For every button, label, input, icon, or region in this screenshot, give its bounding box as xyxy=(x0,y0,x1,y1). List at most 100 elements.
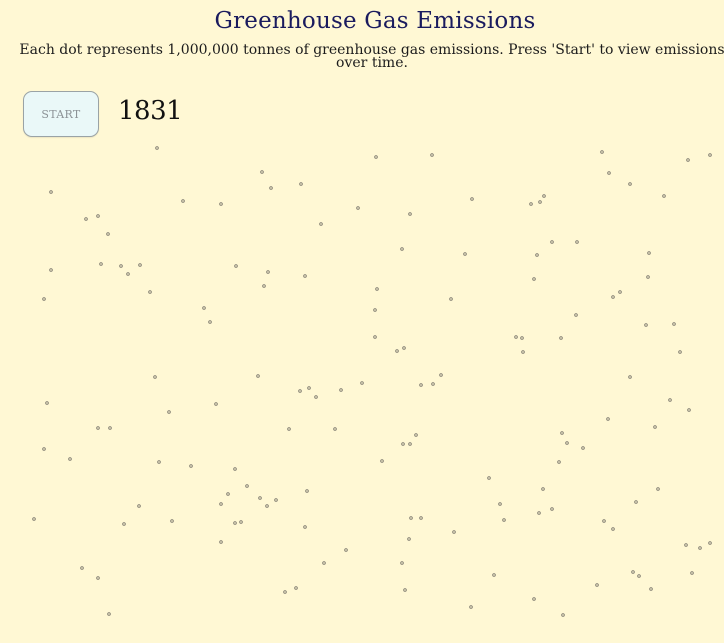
emission-dot xyxy=(419,516,423,520)
emission-dot xyxy=(303,274,307,278)
emission-dot xyxy=(298,389,302,393)
emission-dot xyxy=(189,464,193,468)
emission-dot xyxy=(537,511,541,515)
emission-dot xyxy=(80,566,84,570)
emission-dot xyxy=(233,521,237,525)
emission-dot xyxy=(68,457,72,461)
emission-dot xyxy=(96,576,100,580)
emission-dot xyxy=(672,322,676,326)
emission-dot xyxy=(319,222,323,226)
emission-dot xyxy=(653,425,657,429)
year-display: 1831 xyxy=(118,96,183,126)
emission-dot xyxy=(374,155,378,159)
emission-dot xyxy=(96,214,100,218)
emission-dot xyxy=(419,383,423,387)
emission-dot xyxy=(148,290,152,294)
emission-dot xyxy=(375,287,379,291)
emission-dot xyxy=(611,295,615,299)
emission-dot xyxy=(520,336,524,340)
emission-dot xyxy=(219,540,223,544)
emission-dot xyxy=(344,548,348,552)
emission-dot xyxy=(535,253,539,257)
emission-dot xyxy=(380,459,384,463)
emission-dot xyxy=(565,441,569,445)
emission-dot xyxy=(414,433,418,437)
emission-dot xyxy=(409,516,413,520)
emission-dot xyxy=(307,386,311,390)
emission-dot xyxy=(498,502,502,506)
emission-dot xyxy=(287,427,291,431)
emission-dot xyxy=(690,571,694,575)
emission-dot xyxy=(600,150,604,154)
start-button[interactable]: START xyxy=(23,91,99,137)
emission-dot xyxy=(239,520,243,524)
emission-dot xyxy=(106,232,110,236)
emission-dot xyxy=(260,170,264,174)
emission-dot xyxy=(219,502,223,506)
emission-dot xyxy=(262,284,266,288)
emission-dot xyxy=(550,240,554,244)
emission-dot xyxy=(49,190,53,194)
emission-dot xyxy=(219,202,223,206)
emission-dot xyxy=(373,335,377,339)
emission-dot xyxy=(181,199,185,203)
emission-dot xyxy=(214,402,218,406)
emission-dot xyxy=(644,323,648,327)
emission-dot xyxy=(107,612,111,616)
emission-dot xyxy=(258,496,262,500)
emission-dot xyxy=(439,373,443,377)
emission-dot xyxy=(356,206,360,210)
emission-dot xyxy=(402,346,406,350)
emission-dot xyxy=(170,519,174,523)
emission-dot xyxy=(202,306,206,310)
emission-dot xyxy=(400,247,404,251)
emission-dot xyxy=(708,153,712,157)
emission-dot xyxy=(408,212,412,216)
emission-dot xyxy=(45,401,49,405)
emission-dot xyxy=(469,605,473,609)
emission-dot xyxy=(119,264,123,268)
emission-dot xyxy=(265,504,269,508)
emission-dot xyxy=(463,252,467,256)
emission-dot xyxy=(269,186,273,190)
emission-dot xyxy=(628,375,632,379)
emission-dot xyxy=(305,489,309,493)
emission-dot xyxy=(634,500,638,504)
emission-dot xyxy=(407,537,411,541)
emission-dot xyxy=(138,263,142,267)
emission-dot xyxy=(514,335,518,339)
emission-dot xyxy=(561,613,565,617)
emission-dot xyxy=(108,426,112,430)
emission-dot xyxy=(208,320,212,324)
emission-dot xyxy=(452,530,456,534)
emission-dot xyxy=(395,349,399,353)
emission-dot xyxy=(521,350,525,354)
emission-dot xyxy=(256,374,260,378)
emission-dot xyxy=(408,442,412,446)
emission-dot xyxy=(607,171,611,175)
emission-dot xyxy=(99,262,103,266)
emission-dot xyxy=(226,492,230,496)
emission-dot xyxy=(157,460,161,464)
emission-dot xyxy=(487,476,491,480)
emission-dot xyxy=(602,519,606,523)
emission-dot xyxy=(373,308,377,312)
emission-dot xyxy=(560,431,564,435)
emission-dot xyxy=(401,442,405,446)
emission-dot xyxy=(668,398,672,402)
emission-dot xyxy=(532,597,536,601)
emission-dot xyxy=(684,543,688,547)
emission-dot xyxy=(274,498,278,502)
emission-dot xyxy=(153,375,157,379)
emission-dot xyxy=(400,561,404,565)
emission-dot xyxy=(631,570,635,574)
emission-dot xyxy=(470,197,474,201)
emission-dot xyxy=(234,264,238,268)
emission-dot xyxy=(430,153,434,157)
emission-dot xyxy=(32,517,36,521)
emission-dot xyxy=(574,313,578,317)
emission-dot xyxy=(360,381,364,385)
emission-dot xyxy=(314,395,318,399)
